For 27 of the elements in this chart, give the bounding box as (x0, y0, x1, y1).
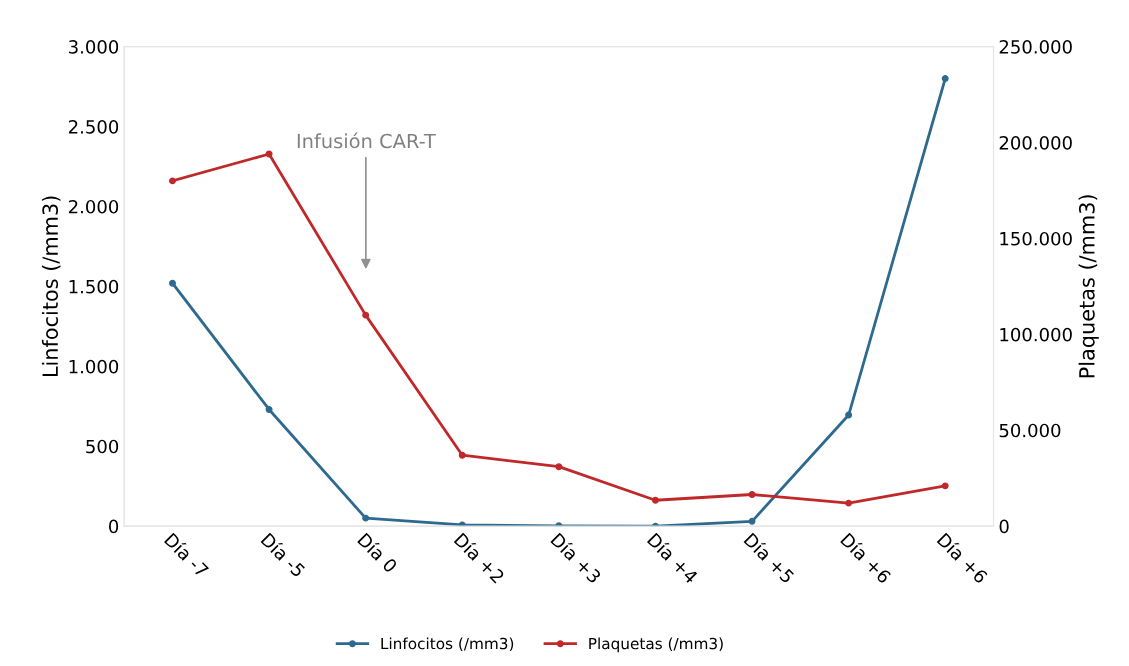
y-tick-label: 2.500 (68, 120, 119, 134)
x-tick-label: Día +5 (743, 531, 796, 584)
y-tick-label: 500 (86, 439, 119, 454)
y-tick-label: 1.000 (69, 359, 119, 374)
y2-tick-label: 150.000 (1000, 231, 1072, 246)
y-axis-title: Linfocitos (/mm3) (41, 196, 61, 377)
y2-tick-label: 50.000 (999, 423, 1061, 438)
x-tick-label: Día 0 (357, 531, 399, 574)
y-tick-label: 1.500 (69, 279, 119, 294)
y2-tick-label: 250.000 (999, 40, 1072, 54)
y-tick-label: 3.000 (69, 40, 119, 54)
x-tick-label: Día +3 (550, 531, 603, 584)
x-tick-label: Día +6 (840, 531, 893, 585)
x-tick-label: Día +6 (936, 531, 990, 585)
y-tick-label: 0 (109, 519, 119, 534)
legend-label: Plaquetas (/mm3) (589, 637, 723, 653)
y-tick-label: 2.000 (68, 199, 119, 214)
y2-tick-label: 0 (999, 519, 1009, 534)
legend-label: Linfocitos (/mm3) (381, 637, 514, 652)
annotation: Infusión CAR-T (297, 132, 436, 149)
y2-tick-label: 200.000 (999, 135, 1072, 150)
x-tick-label: Día -5 (260, 531, 307, 578)
y2-tick-label: 100.000 (1000, 327, 1072, 342)
x-tick-label: Día +2 (453, 531, 506, 584)
x-tick-label: Día -7 (163, 531, 210, 578)
y2-axis-title: Plaquetas (/mm3) (1078, 195, 1099, 378)
x-tick-label: Día +4 (646, 531, 700, 585)
